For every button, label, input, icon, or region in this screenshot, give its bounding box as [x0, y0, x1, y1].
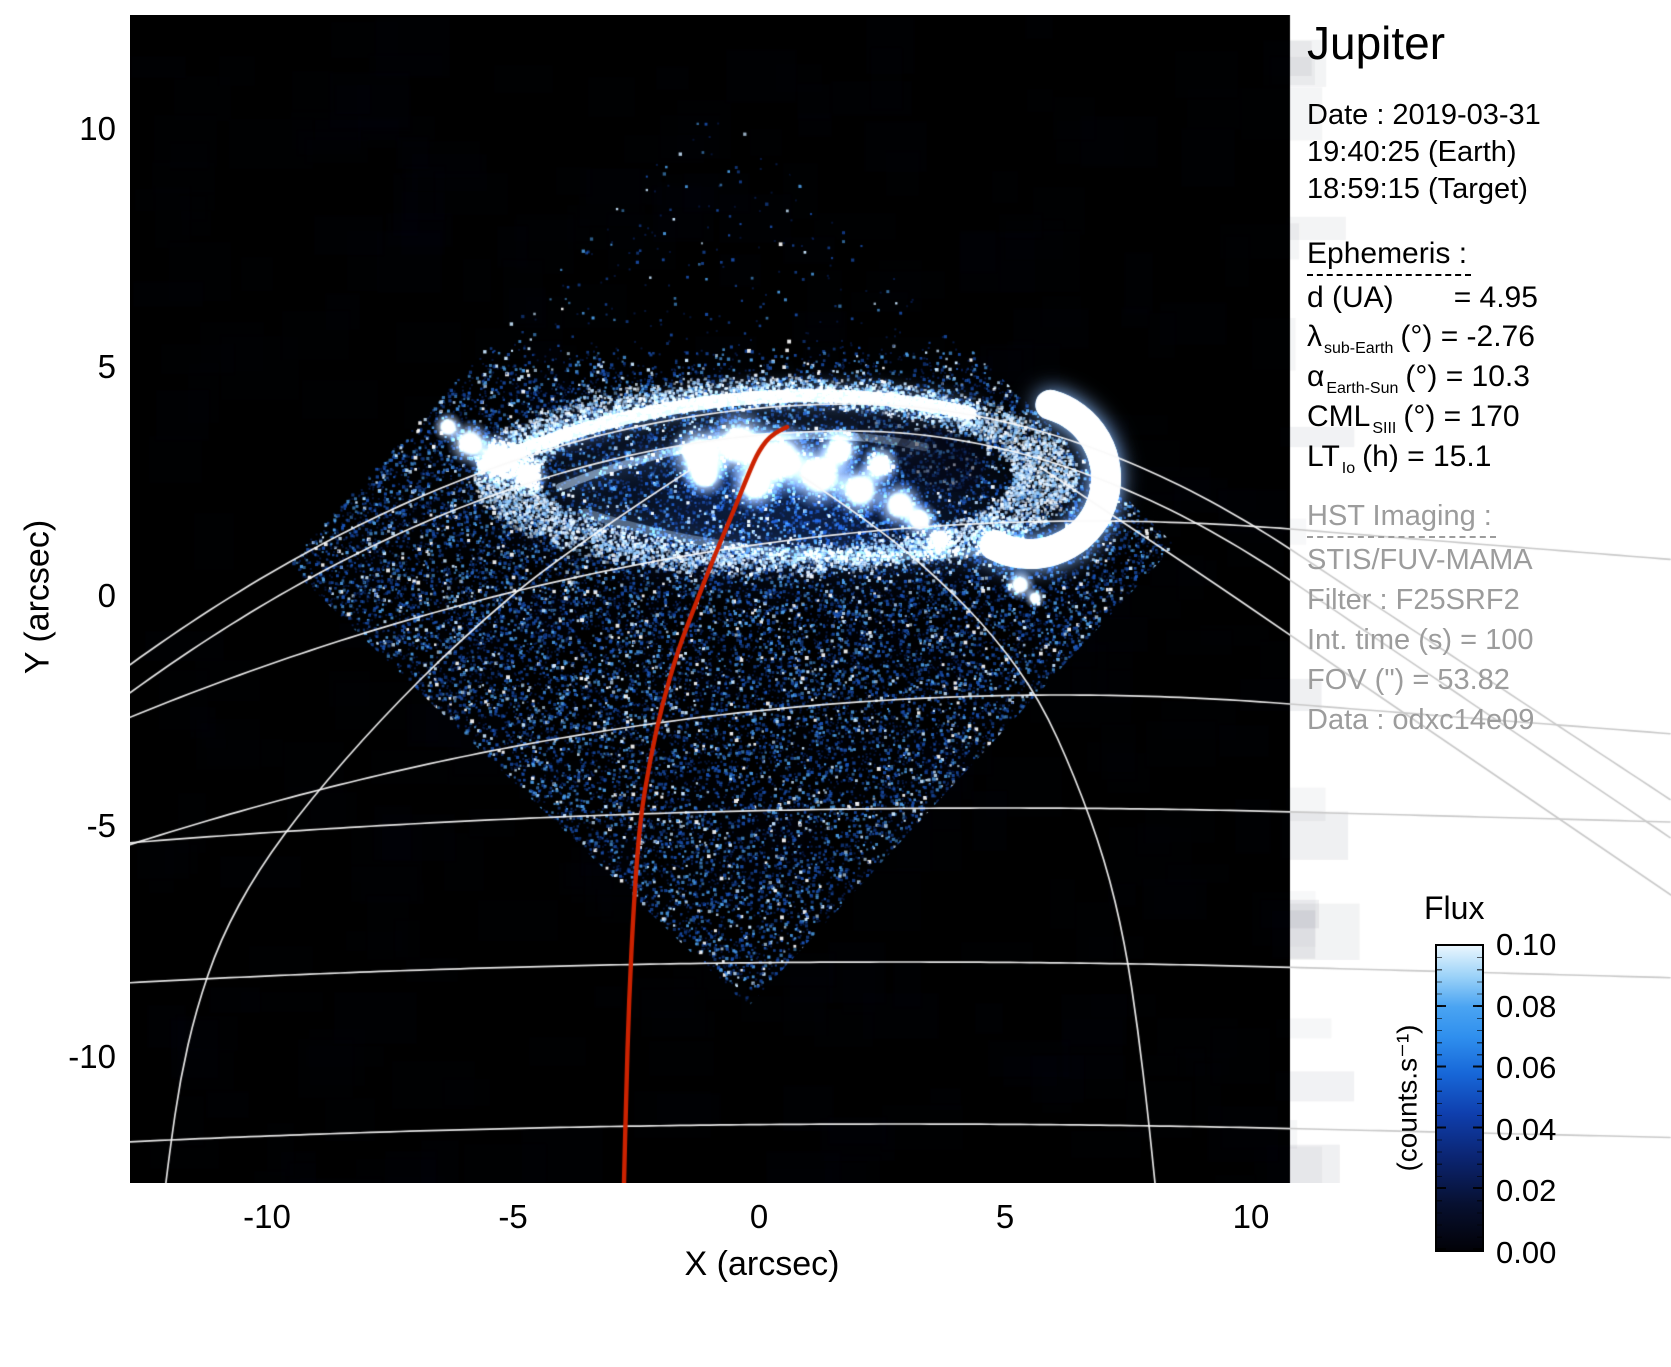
colorbar-label-010: 0.10: [1496, 927, 1557, 962]
x-axis-title: X (arcsec): [684, 1245, 840, 1283]
ephemeris-row-lt-io: LT Io (h) = 15.1: [1307, 440, 1491, 478]
ephemeris-symbol: λ: [1307, 320, 1322, 353]
date-line: Date : 2019-03-31: [1307, 99, 1541, 131]
colorbar-major-ticks-left: [1437, 946, 1446, 1250]
ephemeris-subscript: SIII: [1372, 420, 1397, 437]
x-tick-10: 10: [1232, 1198, 1270, 1235]
colorbar-label-008: 0.08: [1496, 989, 1557, 1024]
y-tick-5: 5: [97, 348, 116, 385]
ephemeris-subscript: Io: [1341, 460, 1356, 477]
ephemeris-value: (°) = -2.76: [1400, 320, 1535, 353]
date-block: Date : 2019-03-31 19:40:25 (Earth) 18:59…: [1307, 97, 1541, 208]
x-tick-0: 0: [749, 1198, 769, 1235]
ephemeris-value: (h) = 15.1: [1362, 440, 1492, 473]
ephemeris-subscript: sub-Earth: [1324, 340, 1394, 357]
colorbar-major-ticks-right: [1473, 946, 1482, 1250]
colorbar-label-006: 0.06: [1496, 1050, 1557, 1085]
x-tick-m10: -10: [243, 1198, 291, 1235]
hst-data-id: Data : odxc14e09: [1307, 704, 1535, 736]
ephemeris-row-alpha: α Earth-Sun (°) = 10.3: [1307, 360, 1530, 398]
y-tick-10: 10: [79, 110, 116, 147]
ephemeris-symbol: CML: [1307, 400, 1371, 433]
ephemeris-symbol: α: [1307, 360, 1325, 393]
y-tick-m5: -5: [86, 807, 116, 844]
ephemeris-value: = 4.95: [1453, 281, 1538, 314]
ephemeris-value: (°) = 10.3: [1405, 360, 1530, 393]
hst-fov: FOV (") = 53.82: [1307, 664, 1510, 696]
page-title: Jupiter: [1307, 17, 1446, 69]
colorbar-label-002: 0.02: [1496, 1173, 1557, 1208]
colorbar-label-004: 0.04: [1496, 1112, 1557, 1147]
x-tick-5: 5: [995, 1198, 1015, 1235]
hst-instrument: STIS/FUV-MAMA: [1307, 544, 1533, 576]
hst-imaging-header: HST Imaging :: [1307, 500, 1496, 538]
time-target-line: 18:59:15 (Target): [1307, 173, 1528, 205]
colorbar-unit: (counts.s⁻¹): [1391, 1024, 1423, 1172]
ephemeris-header: Ephemeris :: [1307, 237, 1472, 276]
hst-filter: Filter : F25SRF2: [1307, 584, 1520, 616]
colorbar-label-000: 0.00: [1496, 1235, 1557, 1270]
ephemeris-subscript: Earth-Sun: [1326, 380, 1399, 397]
ephemeris-symbol: d (UA): [1307, 281, 1394, 314]
ephemeris-row-cml: CML SIII (°) = 170: [1307, 400, 1520, 438]
time-earth-line: 19:40:25 (Earth): [1307, 136, 1517, 168]
ephemeris-value: (°) = 170: [1403, 400, 1520, 433]
y-axis-title: Y (arcsec): [18, 519, 57, 675]
hst-int-time: Int. time (s) = 100: [1307, 624, 1534, 656]
ephemeris-row-lambda: λ sub-Earth (°) = -2.76: [1307, 320, 1535, 358]
ephemeris-symbol: LT: [1307, 440, 1340, 473]
colorbar-title: Flux: [1424, 890, 1485, 926]
colorbar: [1435, 944, 1484, 1252]
ephemeris-row-distance: d (UA) = 4.95: [1307, 281, 1538, 319]
aurora-image-canvas: [130, 15, 1671, 1183]
x-tick-m5: -5: [498, 1198, 528, 1235]
y-tick-0: 0: [97, 577, 116, 614]
y-tick-m10: -10: [68, 1038, 116, 1075]
